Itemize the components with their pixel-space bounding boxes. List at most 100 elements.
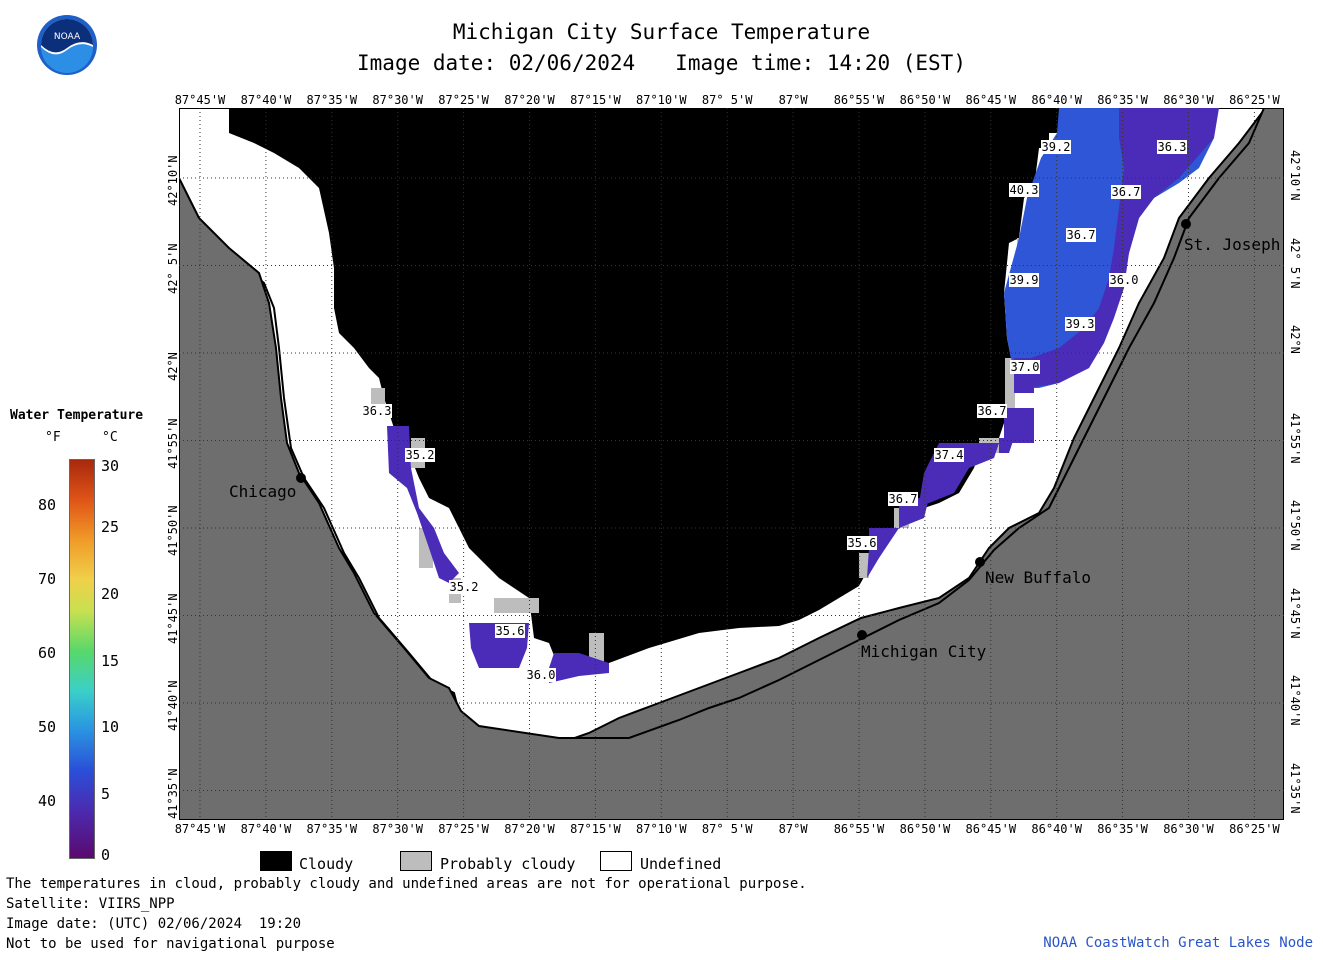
legend-undefined-label: Undefined [640, 855, 722, 873]
colorbar-f-tick: 50 [38, 718, 57, 736]
lon-tick-bottom: 86°55'W [833, 822, 885, 836]
lon-tick-top: 87°W [778, 93, 808, 107]
lon-tick-bottom: 87°30'W [372, 822, 423, 836]
lon-tick-top: 87°40'W [240, 93, 292, 107]
legend-cloudy-label: Cloudy [299, 855, 354, 873]
lon-tick-bottom: 86°30'W [1163, 822, 1214, 836]
lon-tick-top: 87°45'W [174, 93, 226, 107]
temp-label-bg [1009, 183, 1039, 197]
temp-label: 40.3 [1010, 183, 1039, 197]
lon-tick-bottom: 86°25'W [1229, 822, 1280, 836]
lat-tick-left: 41°45'N [166, 592, 180, 644]
colorbar-c-tick: 0 [101, 846, 111, 864]
lon-tick-bottom: 87°40'W [240, 822, 292, 836]
logo-text: NOAA [54, 32, 81, 42]
lon-tick-top: 86°35'W [1097, 93, 1148, 107]
lon-tick-bottom: 87°15'W [570, 822, 621, 836]
legend-probably-cloudy-swatch [400, 851, 432, 871]
temp-label: 35.6 [496, 624, 525, 638]
colorbar-title: Water Temperature [10, 408, 144, 423]
michigan-city-marker [857, 630, 867, 640]
lon-tick-bottom: 86°40'W [1031, 822, 1082, 836]
temp-label-bg [1109, 273, 1139, 287]
footer-utc-date: Image date: (UTC) 02/06/2024 19:20 [6, 916, 302, 932]
temp-label-bg [1065, 317, 1095, 331]
temp-label-bg [405, 448, 435, 462]
lon-tick-bottom: 86°35'W [1097, 822, 1148, 836]
temp-label: 36.7 [889, 492, 918, 506]
temp-label: 35.2 [406, 448, 435, 462]
temp-label: 35.2 [450, 580, 479, 594]
lon-tick-top: 86°25'W [1229, 93, 1280, 107]
temp-label-bg [977, 404, 1007, 418]
temp-label: 35.6 [848, 536, 877, 550]
colorbar-unit-c: °C [102, 430, 118, 445]
lon-tick-bottom: 87°20'W [504, 822, 555, 836]
water-purple-patches [387, 108, 1219, 683]
temp-label-bg [934, 448, 964, 462]
image-time: Image time: 14:20 (EST) [675, 51, 966, 75]
colorbar-f-tick: 70 [38, 570, 57, 588]
noaa-logo-icon: NOAA [37, 15, 97, 75]
lon-tick-bottom: 87°10'W [636, 822, 687, 836]
lat-tick-left: 41°40'N [166, 680, 180, 731]
colorbar-c-tick: 15 [101, 652, 120, 670]
colorbar-f-tick: 80 [38, 496, 57, 514]
lon-tick-top: 87°15'W [570, 93, 621, 107]
temp-label: 39.3 [1066, 317, 1095, 331]
footer-navigation-warning: Not to be used for navigational purpose [6, 936, 335, 952]
lat-tick-right: 42°10'N [1288, 150, 1302, 201]
credit-link[interactable]: NOAA CoastWatch Great Lakes Node [1043, 935, 1313, 951]
temp-label-bg [1010, 360, 1040, 374]
temp-label: 36.7 [1112, 185, 1141, 199]
lon-tick-bottom: 87°25'W [438, 822, 489, 836]
temp-label-bg [1041, 140, 1071, 154]
lon-tick-top: 87°20'W [504, 93, 555, 107]
colorbar [69, 459, 95, 859]
lon-tick-top: 87°25'W [438, 93, 489, 107]
lat-tick-right: 41°45'N [1288, 587, 1302, 639]
lat-tick-right: 42° 5'N [1288, 237, 1302, 289]
temp-label-bg [526, 668, 556, 682]
lat-tick-right: 41°40'N [1288, 675, 1302, 726]
lon-tick-bottom: 87°35'W [306, 822, 358, 836]
temp-label: 36.3 [1158, 140, 1187, 154]
lat-tick-left: 42°N [166, 352, 180, 381]
city-label-michigan-city: Michigan City [861, 642, 987, 661]
colorbar-unit-f: °F [45, 430, 61, 445]
lon-tick-top: 87°30'W [372, 93, 423, 107]
image-datetime: Image date: 02/06/2024 Image time: 14:20 … [0, 51, 1323, 75]
map-title: Michigan City Surface Temperature [452, 20, 871, 44]
lon-tick-top: 86°30'W [1163, 93, 1214, 107]
st-joseph-marker [1181, 219, 1191, 229]
temp-label-bg [1157, 140, 1187, 154]
graticule [179, 108, 1284, 820]
temp-label: 39.9 [1010, 273, 1039, 287]
legend-probably-cloudy-label: Probably cloudy [440, 855, 576, 873]
colorbar-c-tick: 20 [101, 585, 120, 603]
lat-tick-left: 41°50'N [166, 505, 180, 556]
temp-label-bg [847, 536, 877, 550]
lon-tick-bottom: 87° 5'W [701, 822, 753, 836]
temp-label: 37.4 [935, 448, 964, 462]
temp-label: 39.2 [1042, 140, 1071, 154]
city-label-chicago: Chicago [229, 482, 296, 501]
lon-tick-bottom: 87°W [778, 822, 808, 836]
lon-tick-bottom: 87°45'W [174, 822, 226, 836]
temp-label: 37.0 [1011, 360, 1040, 374]
footer-satellite: Satellite: VIIRS_NPP [6, 896, 175, 912]
colorbar-c-tick: 25 [101, 518, 120, 536]
city-label-new-buffalo: New Buffalo [985, 568, 1091, 587]
colorbar-f-tick: 60 [38, 644, 57, 662]
lon-tick-top: 87° 5'W [701, 93, 753, 107]
new-buffalo-marker [975, 557, 985, 567]
lat-tick-left: 42°10'N [166, 155, 180, 206]
lon-tick-bottom: 86°45'W [965, 822, 1017, 836]
temp-label: 36.7 [978, 404, 1007, 418]
temp-label-bg [1066, 228, 1096, 242]
lon-tick-bottom: 86°50'W [899, 822, 951, 836]
lat-tick-right: 42°N [1288, 325, 1302, 354]
city-label-st-joseph: St. Joseph [1184, 235, 1280, 254]
lon-tick-top: 86°40'W [1031, 93, 1082, 107]
lat-tick-right: 41°35'N [1288, 762, 1302, 814]
